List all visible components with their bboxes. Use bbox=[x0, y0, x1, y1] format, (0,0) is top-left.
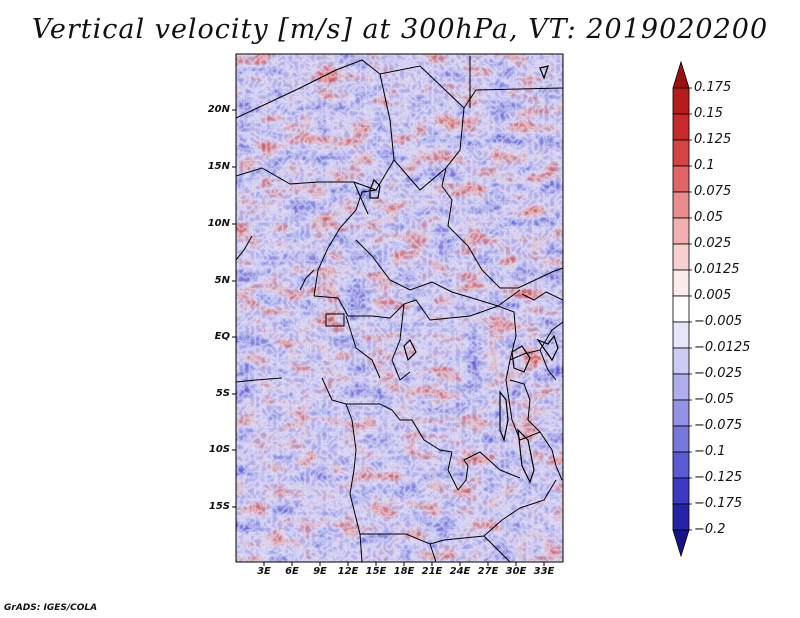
lon-label: 15E bbox=[365, 566, 387, 577]
colorbar-swatch bbox=[672, 399, 690, 427]
colorbar-level-label: −0.05 bbox=[694, 392, 734, 407]
colorbar-level-label: 0.1 bbox=[694, 158, 715, 173]
colorbar-swatch bbox=[672, 347, 690, 375]
colorbar-swatch bbox=[672, 503, 690, 531]
colorbar-level-label: −0.1 bbox=[694, 444, 726, 459]
colorbar-swatch bbox=[672, 373, 690, 401]
colorbar-level-label: 0.05 bbox=[694, 210, 723, 225]
lon-label: 33E bbox=[533, 566, 555, 577]
colorbar-level-label: −0.005 bbox=[694, 314, 743, 329]
colorbar-swatch bbox=[672, 451, 690, 479]
colorbar-swatch bbox=[672, 217, 690, 245]
lon-label: 18E bbox=[393, 566, 415, 577]
lon-label: 3E bbox=[257, 566, 271, 577]
colorbar-swatch bbox=[672, 165, 690, 193]
colorbar-level-label: 0.025 bbox=[694, 236, 732, 251]
lon-label: 12E bbox=[337, 566, 359, 577]
colorbar-swatch bbox=[672, 87, 690, 115]
colorbar-level-label: −0.175 bbox=[694, 496, 743, 511]
colorbar-swatch bbox=[672, 243, 690, 271]
colorbar-bottom-triangle bbox=[672, 529, 690, 558]
colorbar-level-label: 0.005 bbox=[694, 288, 732, 303]
coastline-lakes bbox=[369, 65, 559, 484]
lat-label: 10S bbox=[208, 444, 230, 455]
chart-title: Vertical velocity [m/s] at 300hPa, VT: 2… bbox=[31, 14, 769, 45]
lon-label: 6E bbox=[285, 566, 299, 577]
lon-ticks bbox=[263, 562, 545, 566]
footer-credit: GrADS: IGES/COLA bbox=[4, 603, 98, 613]
colorbar-swatch bbox=[672, 139, 690, 167]
colorbar-swatch bbox=[672, 425, 690, 453]
colorbar-level-label: −0.025 bbox=[694, 366, 743, 381]
colorbar-swatch bbox=[672, 113, 690, 141]
colorbar-level-label: −0.125 bbox=[694, 470, 743, 485]
lat-ticks bbox=[232, 109, 236, 508]
colorbar-swatch bbox=[672, 477, 690, 505]
colorbar bbox=[672, 60, 692, 558]
lon-label: 24E bbox=[449, 566, 471, 577]
colorbar-top-triangle bbox=[672, 60, 690, 89]
map-frame bbox=[235, 53, 564, 563]
lat-label: 15S bbox=[208, 501, 230, 512]
colorbar-swatch bbox=[672, 191, 690, 219]
country-borders bbox=[236, 56, 563, 562]
colorbar-swatch bbox=[672, 295, 690, 323]
lat-label: 15N bbox=[207, 161, 230, 172]
colorbar-level-label: −0.0125 bbox=[694, 340, 751, 355]
colorbar-level-label: 0.175 bbox=[694, 80, 732, 95]
lat-label: 10N bbox=[207, 218, 230, 229]
colorbar-swatch bbox=[672, 321, 690, 349]
colorbar-swatch bbox=[672, 269, 690, 297]
lon-label: 30E bbox=[505, 566, 527, 577]
lat-label: EQ bbox=[214, 331, 230, 342]
colorbar-level-label: 0.125 bbox=[694, 132, 732, 147]
colorbar-level-label: −0.075 bbox=[694, 418, 743, 433]
lon-label: 27E bbox=[477, 566, 499, 577]
lon-label: 21E bbox=[421, 566, 443, 577]
colorbar-level-label: 0.075 bbox=[694, 184, 732, 199]
colorbar-level-label: −0.2 bbox=[694, 522, 726, 537]
colorbar-level-label: 0.15 bbox=[694, 106, 723, 121]
colorbar-level-label: 0.0125 bbox=[694, 262, 740, 277]
lat-label: 20N bbox=[207, 104, 230, 115]
lat-label: 5S bbox=[215, 388, 230, 399]
lon-label: 9E bbox=[313, 566, 327, 577]
lat-label: 5N bbox=[214, 275, 230, 286]
